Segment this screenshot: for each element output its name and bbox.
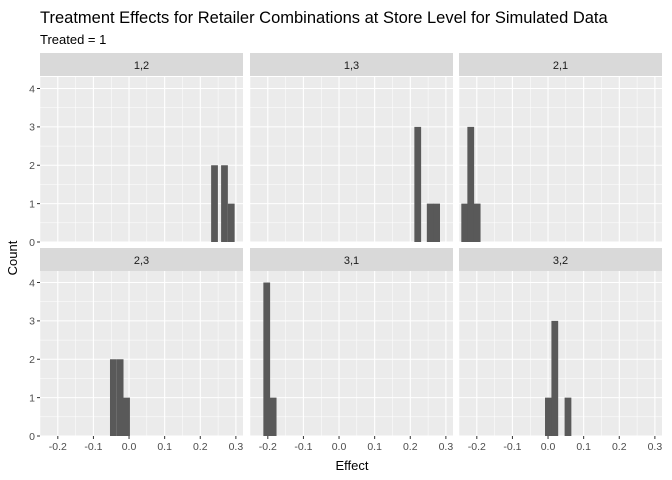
x-tick-label: -0.1 [503,441,521,453]
histogram-bar [221,165,228,242]
chart-subtitle: Treated = 1 [40,32,106,47]
facet-panels: 1,2 0 1 2 3 4 1,3 2,1 2,3 0 1 2 3 4 -0.2 -0.1 0.0 0.1 0.2 0… [29,53,662,453]
y-tick-label: 1 [29,392,35,404]
histogram-bar [461,203,469,242]
facet-strip [40,248,243,271]
x-tick-label: 0.1 [367,441,382,453]
histogram-bar [564,397,572,436]
facet-strip-label: 2,1 [553,60,568,72]
y-tick-label: 3 [29,122,35,134]
facet-strip-label: 1,3 [344,60,359,72]
x-tick-label: 0.2 [193,441,208,453]
histogram-bar [473,203,481,242]
x-tick-label: 0.2 [403,441,418,453]
histogram-bar [227,203,235,242]
facet-panel-1-2: 1,2 0 1 2 3 4 [29,53,243,249]
y-tick-label: 2 [29,354,35,366]
x-axis-title: Effect [335,458,368,473]
facet-panel-3-1: 3,1 -0.2 -0.1 0.0 0.1 0.2 0.3 [249,248,454,453]
x-tick-label: 0.0 [541,441,556,453]
histogram-bar [551,320,559,436]
x-tick-label: 0.3 [439,441,454,453]
panel-background [459,77,662,242]
panel-background [40,77,243,242]
x-tick-label: -0.2 [49,441,67,453]
x-tick-label: -0.2 [468,441,486,453]
y-tick-label: 2 [29,160,35,172]
facet-panel-1-3: 1,3 [249,53,453,243]
x-tick-label: 0.3 [229,441,244,453]
y-tick-label: 4 [29,83,35,95]
histogram-bar [109,359,117,436]
histogram-bar [123,397,130,436]
facet-panel-3-2: 3,2 -0.2 -0.1 0.0 0.1 0.2 0.3 [458,248,663,453]
y-tick-label: 0 [29,431,35,443]
panel-background [250,77,453,242]
histogram-bar [269,397,277,436]
x-tick-label: -0.1 [84,441,102,453]
facet-strip [250,248,453,271]
y-tick-label: 1 [29,198,35,210]
histogram-bar [433,203,441,242]
histogram-bar [467,126,475,242]
histogram-bar [116,359,124,436]
chart-title: Treatment Effects for Retailer Combinati… [40,9,609,27]
y-axis-title: Count [5,240,20,275]
panel-background [40,271,243,436]
x-tick-label: 0.2 [612,441,627,453]
x-tick-label: 0.3 [648,441,663,453]
facet-strip [459,53,662,76]
facet-strip [40,53,243,76]
histogram-bar [263,282,271,436]
facet-strip-label: 2,3 [134,255,149,267]
x-tick-label: 0.1 [576,441,591,453]
histogram-bar [545,397,552,436]
histogram-bar [211,165,218,242]
x-tick-label: 0.1 [157,441,172,453]
y-tick-label: 3 [29,316,35,328]
facet-strip-label: 3,2 [553,255,568,267]
facet-strip-label: 1,2 [134,60,149,72]
panel-background [250,271,453,436]
facet-strip [459,248,662,271]
facet-panel-2-3: 2,3 0 1 2 3 4 -0.2 -0.1 0.0 0.1 0.2 0.3 [29,248,243,453]
histogram-bar [414,126,422,242]
facet-strip [250,53,453,76]
x-tick-label: 0.0 [122,441,137,453]
x-tick-label: -0.2 [259,441,277,453]
facet-strip-label: 3,1 [344,255,359,267]
x-tick-label: 0.0 [332,441,347,453]
y-tick-label: 0 [29,237,35,249]
histogram-bar [426,203,434,242]
y-tick-label: 4 [29,277,35,289]
x-tick-label: -0.1 [294,441,312,453]
facet-panel-2-1: 2,1 [458,53,662,243]
panel-background [459,271,662,436]
